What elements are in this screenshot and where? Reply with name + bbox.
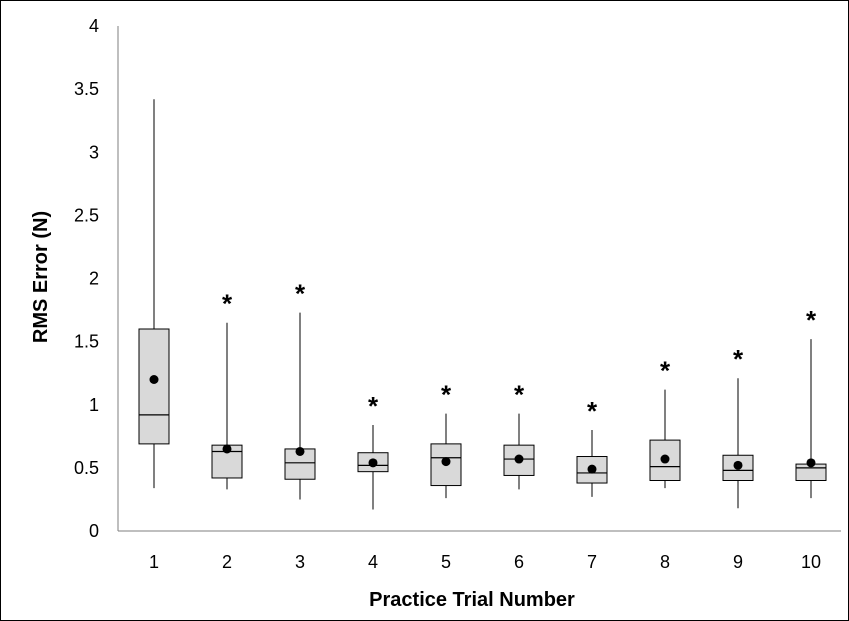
box-plot-item: * bbox=[722, 344, 754, 509]
mean-marker bbox=[733, 460, 743, 470]
box-plot-item: * bbox=[649, 356, 681, 489]
significance-marker: * bbox=[441, 380, 452, 410]
box-plot-item: * bbox=[503, 380, 535, 490]
x-tick-label: 6 bbox=[514, 552, 524, 572]
significance-marker: * bbox=[660, 356, 671, 386]
mean-marker bbox=[368, 458, 378, 468]
mean-marker bbox=[806, 458, 816, 468]
y-tick-label: 1 bbox=[89, 395, 99, 415]
mean-marker bbox=[441, 457, 451, 467]
x-axis: 1 2 3 4 5 6 7 8 9 10 bbox=[118, 530, 841, 572]
box-plot-item: * bbox=[576, 396, 608, 497]
x-axis-title: Practice Trial Number bbox=[369, 589, 575, 611]
x-tick-label: 9 bbox=[733, 552, 743, 572]
y-tick-label: 1.5 bbox=[74, 332, 99, 352]
x-tick-label: 3 bbox=[295, 552, 305, 572]
significance-marker: * bbox=[587, 396, 598, 426]
significance-marker: * bbox=[368, 391, 379, 421]
box-plot-item: * bbox=[795, 305, 827, 499]
box-plot-item: * bbox=[284, 279, 316, 500]
x-tick-label: 10 bbox=[801, 552, 821, 572]
significance-marker: * bbox=[295, 279, 306, 309]
box-plot-item: * bbox=[211, 289, 243, 490]
iqr-box bbox=[722, 454, 754, 481]
mean-marker bbox=[222, 444, 232, 454]
y-axis-title: RMS Error (N) bbox=[30, 211, 52, 343]
mean-marker bbox=[587, 464, 597, 474]
box-plot-item: * bbox=[357, 391, 389, 510]
significance-marker: * bbox=[514, 380, 525, 410]
y-axis: 0 0.5 1 1.5 2 2.5 3 3.5 4 bbox=[74, 16, 119, 541]
y-tick-label: 2.5 bbox=[74, 205, 99, 225]
mean-marker bbox=[295, 446, 305, 456]
mean-marker bbox=[514, 454, 524, 464]
significance-marker: * bbox=[806, 305, 817, 335]
box-plot-item bbox=[138, 99, 170, 489]
significance-marker: * bbox=[222, 289, 233, 319]
y-tick-label: 3.5 bbox=[74, 79, 99, 99]
mean-marker bbox=[660, 454, 670, 464]
significance-marker: * bbox=[733, 344, 744, 374]
y-tick-label: 4 bbox=[89, 16, 99, 36]
y-tick-label: 3 bbox=[89, 142, 99, 162]
x-tick-label: 4 bbox=[368, 552, 378, 572]
y-tick-label: 0 bbox=[89, 521, 99, 541]
x-tick-label: 1 bbox=[149, 552, 159, 572]
iqr-box bbox=[138, 328, 170, 445]
box-plot-item: * bbox=[430, 380, 462, 499]
y-tick-label: 2 bbox=[89, 269, 99, 289]
x-tick-label: 5 bbox=[441, 552, 451, 572]
y-tick-label: 0.5 bbox=[74, 458, 99, 478]
boxes-layer: * * * * * * * * * bbox=[138, 99, 827, 510]
x-tick-label: 8 bbox=[660, 552, 670, 572]
x-tick-label: 7 bbox=[587, 552, 597, 572]
x-tick-label: 2 bbox=[222, 552, 232, 572]
mean-marker bbox=[149, 375, 159, 384]
